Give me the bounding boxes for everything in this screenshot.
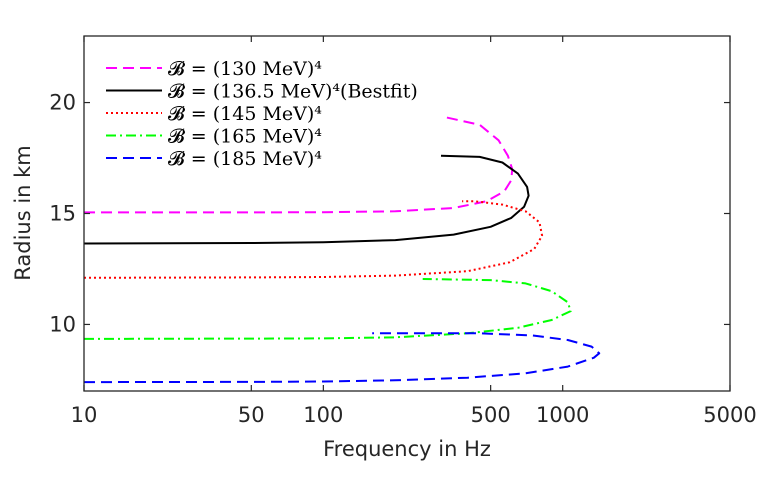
series-line-4 <box>83 278 572 340</box>
x-tick-label: 10 <box>71 403 98 427</box>
series-line-5 <box>83 332 601 384</box>
series-line-3 <box>83 200 544 279</box>
legend: 𝓑 = (130 MeV)⁴𝓑 = (136.5 MeV)⁴(Bestfit)𝓑… <box>106 58 418 170</box>
plot-area <box>84 36 730 391</box>
series-layer <box>83 116 601 384</box>
y-tick-label: 15 <box>49 202 76 226</box>
legend-label-1: 𝓑 = (130 MeV)⁴ <box>168 58 322 80</box>
series-line-2 <box>83 154 530 245</box>
series-line-1 <box>84 116 514 214</box>
legend-label-3: 𝓑 = (145 MeV)⁴ <box>168 103 322 125</box>
x-tick-label: 100 <box>303 403 343 427</box>
y-axis-label: Radius in km <box>11 145 35 281</box>
y-tick-label: 20 <box>49 91 76 115</box>
tick-layer: 10 50 100 500 1000 5000 10 15 20 <box>49 36 757 427</box>
x-tick-label: 5000 <box>703 403 756 427</box>
x-axis-label: Frequency in Hz <box>323 437 491 461</box>
x-tick-label: 50 <box>238 403 265 427</box>
legend-label-4: 𝓑 = (165 MeV)⁴ <box>168 126 322 148</box>
legend-label-5: 𝓑 = (185 MeV)⁴ <box>168 148 322 170</box>
x-tick-label: 500 <box>471 403 511 427</box>
legend-label-2: 𝓑 = (136.5 MeV)⁴(Bestfit) <box>168 81 418 103</box>
x-tick-label: 1000 <box>536 403 589 427</box>
y-tick-label: 10 <box>49 312 76 336</box>
